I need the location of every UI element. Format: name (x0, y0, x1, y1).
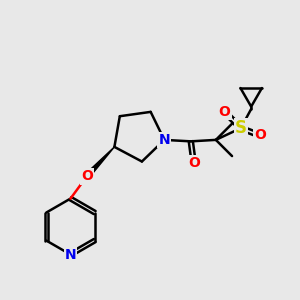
Text: O: O (188, 156, 200, 170)
Text: S: S (235, 119, 247, 137)
Text: O: O (219, 105, 231, 119)
Text: O: O (81, 169, 93, 184)
Text: N: N (65, 248, 76, 262)
Text: O: O (254, 128, 266, 142)
Text: N: N (158, 133, 170, 147)
Polygon shape (85, 147, 114, 178)
